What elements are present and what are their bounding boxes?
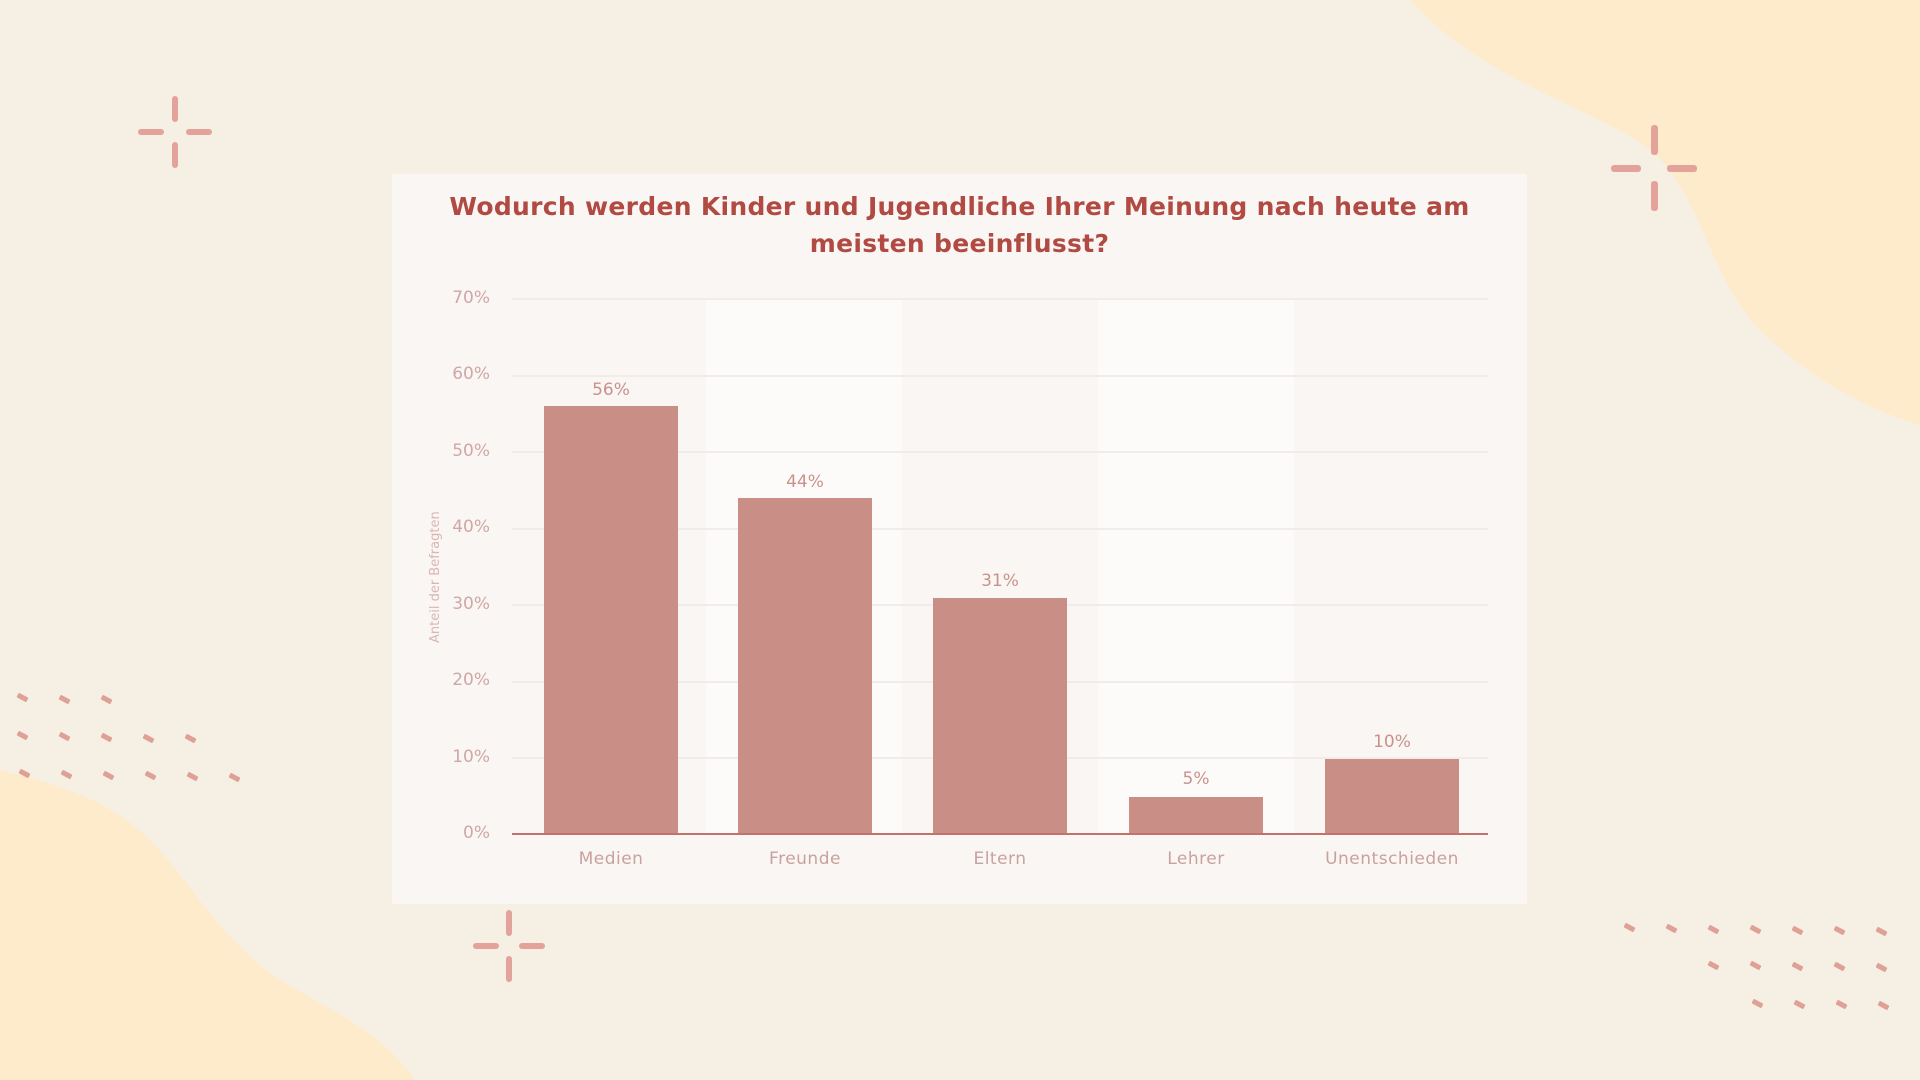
y-tick-label: 50% bbox=[452, 441, 490, 461]
sparkle-icon bbox=[138, 96, 212, 168]
x-tick-label: Unentschieden bbox=[1325, 849, 1459, 869]
x-tick-label: Medien bbox=[578, 849, 644, 869]
y-tick-label: 30% bbox=[452, 594, 490, 614]
chart-title: Wodurch werden Kinder und Jugendliche Ih… bbox=[392, 188, 1527, 262]
gridline bbox=[512, 298, 1488, 300]
value-label: 5% bbox=[1182, 769, 1210, 789]
gridline bbox=[512, 451, 1488, 453]
gridline bbox=[512, 528, 1488, 530]
y-tick-label: 60% bbox=[452, 364, 490, 384]
x-axis-line bbox=[512, 833, 1488, 835]
chart-title-line-1: Wodurch werden Kinder und Jugendliche Ih… bbox=[449, 192, 1470, 221]
x-tick-label: Lehrer bbox=[1167, 849, 1225, 869]
sparkle-icon bbox=[1611, 125, 1697, 211]
bar-unentschieden bbox=[1325, 759, 1459, 834]
x-tick-label: Eltern bbox=[973, 849, 1027, 869]
y-tick-label: 20% bbox=[452, 670, 490, 690]
sparkle-icon bbox=[473, 910, 545, 982]
value-label: 31% bbox=[981, 571, 1019, 591]
x-tick-label: Freunde bbox=[769, 849, 841, 869]
chart-title-line-2: meisten beeinflusst? bbox=[809, 229, 1110, 258]
bar-freunde bbox=[738, 498, 872, 834]
category-band bbox=[1098, 299, 1294, 835]
y-tick-label: 70% bbox=[452, 288, 490, 308]
bar-eltern bbox=[933, 598, 1067, 834]
bar-medien bbox=[544, 406, 678, 834]
bar-lehrer bbox=[1129, 797, 1263, 834]
y-tick-label: 0% bbox=[463, 823, 490, 843]
y-tick-label: 10% bbox=[452, 747, 490, 767]
value-label: 10% bbox=[1373, 732, 1411, 752]
value-label: 44% bbox=[786, 472, 824, 492]
value-label: 56% bbox=[592, 380, 630, 400]
gridline bbox=[512, 375, 1488, 377]
y-tick-label: 40% bbox=[452, 517, 490, 537]
y-axis-label: Anteil der Befragten bbox=[428, 511, 443, 643]
